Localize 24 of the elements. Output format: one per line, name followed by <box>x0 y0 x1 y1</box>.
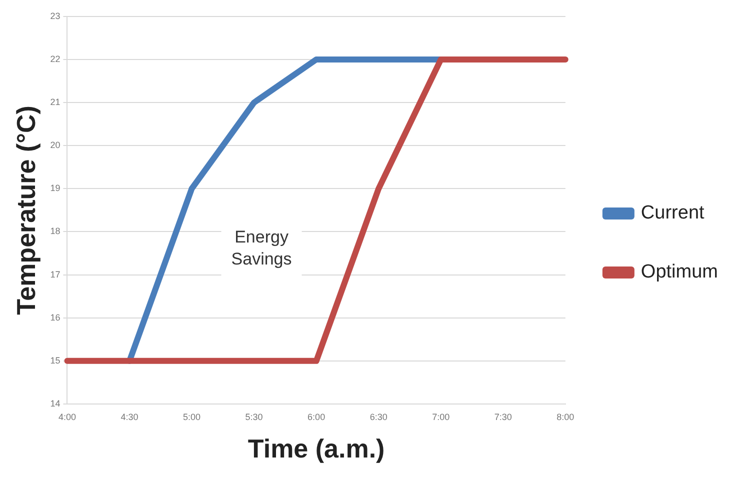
annotation: Energy Savings <box>231 228 292 269</box>
x-tick-label: 7:30 <box>494 412 512 422</box>
x-tick-label: 6:00 <box>308 412 326 422</box>
legend-label: Current <box>640 202 706 224</box>
legend-label: Optimum <box>640 262 718 283</box>
y-tick-label: 17 <box>50 269 60 280</box>
y-tick-label: 14 <box>50 398 60 408</box>
x-tick-label: 5:00 <box>183 412 201 422</box>
y-tick-label: 21 <box>50 97 60 108</box>
x-axis-title: Time (a.m.) <box>248 434 385 464</box>
y-tick-label: 18 <box>50 226 60 236</box>
y-tick-label: 19 <box>50 183 60 194</box>
x-tick-label: 8:00 <box>556 412 574 422</box>
y-tick-label: 16 <box>50 312 60 322</box>
y-tick-label: 20 <box>50 140 60 150</box>
x-tick-label: 4:30 <box>120 412 138 422</box>
x-tick-label: 4:00 <box>58 412 76 422</box>
y-tick-label: 22 <box>50 54 60 64</box>
y-tick-label: 15 <box>50 355 60 366</box>
x-tick-label: 6:30 <box>370 412 388 422</box>
x-tick-label: 5:30 <box>245 412 263 422</box>
y-tick-label: 23 <box>50 10 60 21</box>
x-tick-label: 7:00 <box>432 412 450 422</box>
y-axis-title: Temperature (°C) <box>10 106 41 315</box>
